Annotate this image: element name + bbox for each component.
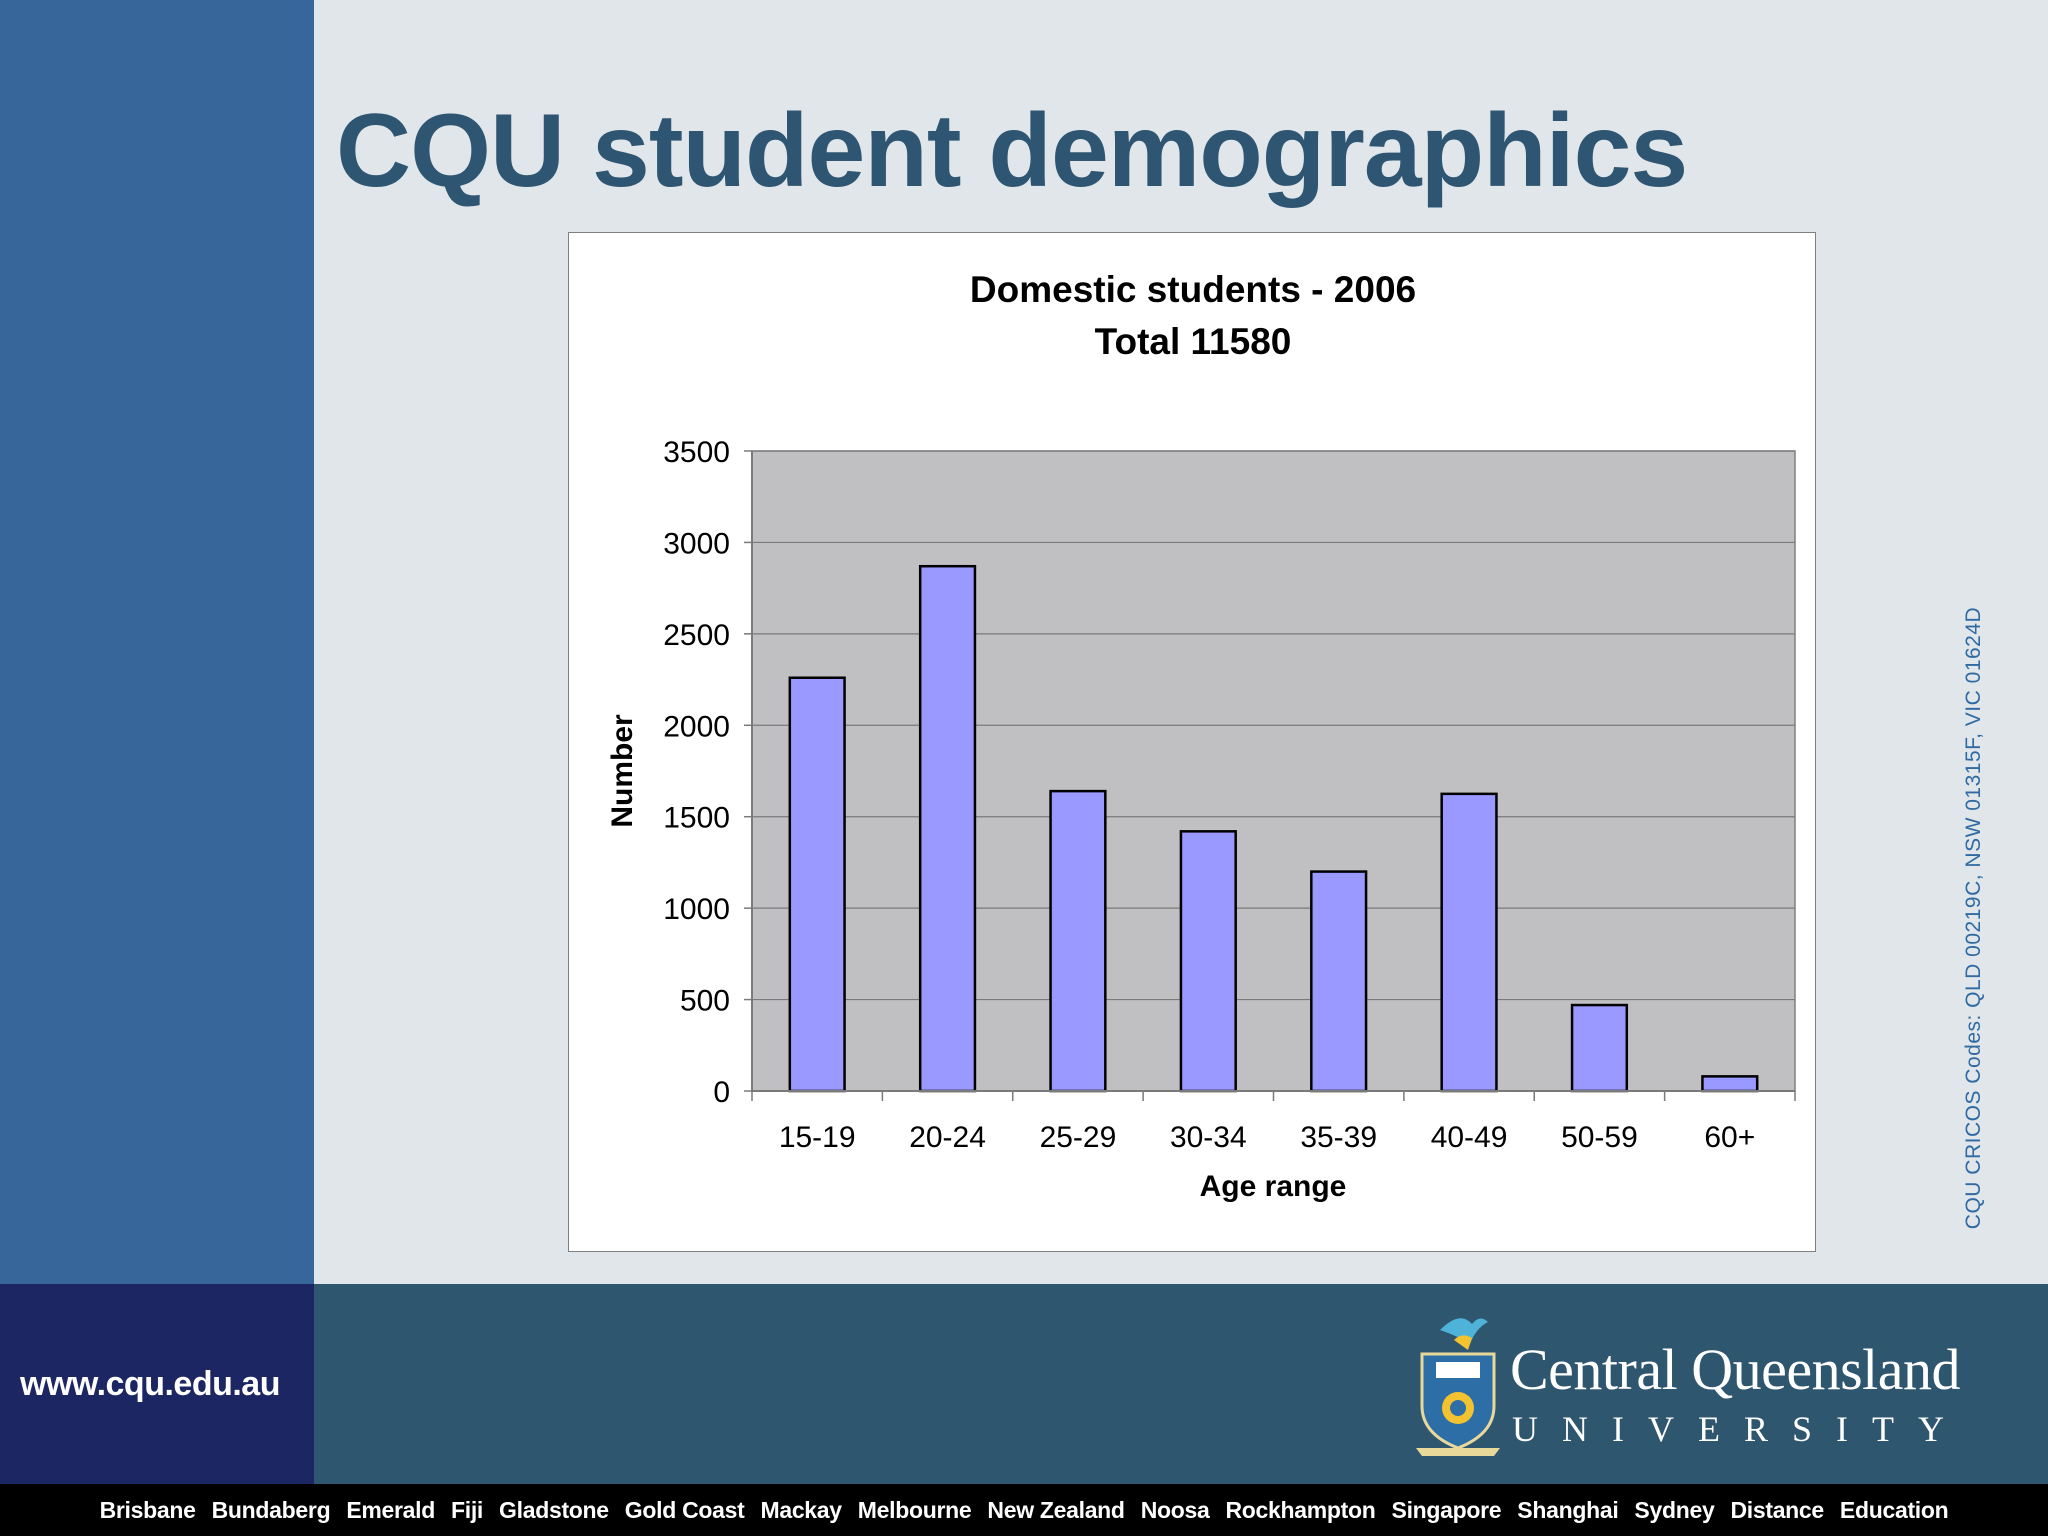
bar-60+ bbox=[1701, 1075, 1759, 1093]
left-color-band bbox=[0, 0, 314, 1284]
campus-name: Education bbox=[1839, 1496, 1949, 1523]
x-tick-label: 20-24 bbox=[909, 1121, 986, 1154]
x-tick-label: 15-19 bbox=[779, 1121, 856, 1154]
x-tick-label: 50-59 bbox=[1561, 1121, 1638, 1154]
bar-35-39 bbox=[1310, 870, 1368, 1093]
campus-name: New Zealand bbox=[987, 1496, 1125, 1523]
x-axis-label: Age range bbox=[1200, 1170, 1347, 1203]
x-tick-labels: 15-19 20-24 25-29 30-34 35-39 40-49 50-59 60+ bbox=[779, 1121, 1755, 1154]
campus-bar: Brisbane Bundaberg Emerald Fiji Gladstone Gol… bbox=[0, 1484, 2048, 1536]
campus-name: Mackay bbox=[760, 1496, 842, 1523]
bar-25-29 bbox=[1049, 789, 1107, 1093]
x-tick-label: 35-39 bbox=[1300, 1121, 1377, 1154]
bar-chart: Domestic students - 2006 Total 11580 0 50… bbox=[606, 269, 1796, 1203]
bar-40-49 bbox=[1440, 792, 1498, 1093]
bars bbox=[788, 564, 1759, 1093]
website-url[interactable]: www.cqu.edu.au bbox=[20, 1364, 281, 1403]
campus-name: Fiji bbox=[451, 1496, 484, 1523]
y-tick-label: 3500 bbox=[663, 436, 730, 469]
y-axis-label: Number bbox=[606, 714, 639, 828]
y-tick-label: 0 bbox=[713, 1076, 730, 1109]
y-tick-label: 500 bbox=[680, 985, 730, 1018]
campus-name: Gladstone bbox=[499, 1496, 609, 1523]
campus-name: Rockhampton bbox=[1225, 1496, 1376, 1523]
url-block: www.cqu.edu.au bbox=[0, 1284, 314, 1484]
campus-name: Gold Coast bbox=[624, 1496, 745, 1523]
x-tick-label: 60+ bbox=[1704, 1121, 1755, 1154]
campus-list: Brisbane Bundaberg Emerald Fiji Gladstone Gol… bbox=[92, 1497, 1957, 1524]
bar-20-24 bbox=[918, 564, 977, 1093]
chart-subtitle: Total 11580 bbox=[1095, 321, 1292, 362]
y-tick-label: 3000 bbox=[663, 527, 730, 560]
campus-name: Bundaberg bbox=[211, 1496, 331, 1523]
campus-name: Melbourne bbox=[857, 1496, 972, 1523]
campus-name: Singapore bbox=[1391, 1496, 1502, 1523]
campus-name: Sydney bbox=[1634, 1496, 1715, 1523]
y-tick-label: 1000 bbox=[663, 893, 730, 926]
campus-name: Distance bbox=[1730, 1496, 1824, 1523]
y-tick-label: 1500 bbox=[663, 802, 730, 835]
y-tick-labels: 0 500 1000 1500 2000 2500 3000 3500 bbox=[663, 436, 730, 1109]
y-tick-label: 2000 bbox=[663, 710, 730, 743]
campus-name: Emerald bbox=[346, 1496, 435, 1523]
logo-subtitle: UNIVERSITY bbox=[1512, 1409, 1968, 1449]
x-tick-label: 40-49 bbox=[1431, 1121, 1508, 1154]
campus-name: Noosa bbox=[1140, 1496, 1210, 1523]
cricos-text: CQU CRICOS Codes: QLD 00219C, NSW 01315F… bbox=[1962, 606, 1986, 1230]
bar-30-34 bbox=[1179, 830, 1237, 1093]
slide-title: CQU student demographics bbox=[336, 93, 1688, 209]
footer-band bbox=[0, 1284, 2048, 1484]
crest-icon bbox=[1416, 1318, 1500, 1456]
cricos-codes: CQU CRICOS Codes: QLD 00219C, NSW 01315F… bbox=[1946, 590, 2002, 1246]
chart-frame: Domestic students - 2006 Total 11580 0 50… bbox=[568, 232, 1816, 1252]
y-tick-label: 2500 bbox=[663, 619, 730, 652]
bar-15-19 bbox=[788, 676, 846, 1093]
bar-50-59 bbox=[1570, 1003, 1629, 1093]
campus-name: Brisbane bbox=[99, 1496, 196, 1523]
university-logo: Central Queensland UNIVERSITY bbox=[1410, 1310, 2010, 1470]
chart-title: Domestic students - 2006 bbox=[970, 269, 1416, 310]
campus-name: Shanghai bbox=[1517, 1496, 1619, 1523]
axes bbox=[744, 450, 1796, 1101]
plot-area bbox=[751, 450, 1796, 1092]
logo-name: Central Queensland bbox=[1510, 1337, 1961, 1402]
x-tick-label: 30-34 bbox=[1170, 1121, 1247, 1154]
x-tick-label: 25-29 bbox=[1040, 1121, 1117, 1154]
